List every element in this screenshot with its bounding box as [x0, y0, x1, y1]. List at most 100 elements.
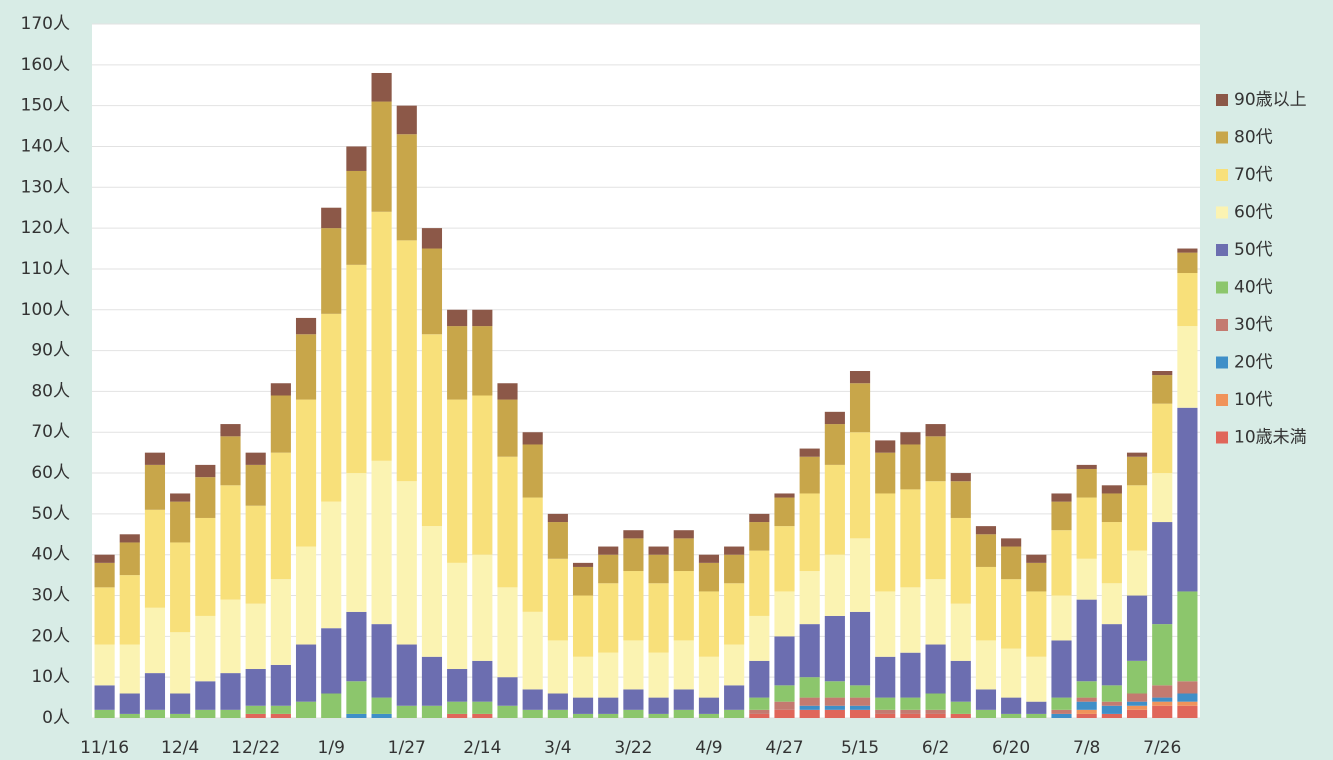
bar-segment — [1152, 473, 1173, 523]
bar-segment — [1051, 713, 1072, 718]
y-tick-label: 90人 — [31, 341, 70, 361]
bar-segment — [1177, 407, 1198, 592]
bar-segment — [421, 705, 443, 718]
bar-segment — [1126, 705, 1148, 710]
bar-segment — [1152, 701, 1173, 706]
legend-swatch — [1216, 281, 1228, 294]
bar-segment — [94, 709, 115, 718]
bar-segment — [270, 664, 291, 706]
bar-segment — [1051, 595, 1072, 641]
bar-segment — [799, 697, 820, 706]
bar-segment — [925, 436, 946, 482]
y-tick-label: 70人 — [31, 422, 70, 442]
bar-segment — [724, 644, 745, 686]
bar-segment — [849, 432, 871, 539]
bar-segment — [1001, 579, 1022, 649]
bar-segment — [1076, 709, 1097, 714]
legend-label: 80代 — [1234, 128, 1273, 148]
bar-segment — [195, 709, 216, 718]
bar-segment — [900, 432, 921, 445]
bar-segment — [849, 705, 871, 710]
bar-segment — [698, 562, 720, 592]
bar-segment — [799, 624, 820, 678]
bar-segment — [774, 709, 795, 718]
bar-segment — [195, 615, 216, 682]
bar-segment — [144, 509, 166, 608]
bar-segment — [220, 485, 241, 600]
bar-segment — [94, 562, 115, 588]
bar-segment — [1101, 685, 1122, 702]
bar-segment — [1152, 371, 1173, 376]
bar-segment — [749, 522, 770, 551]
bar-segment — [472, 660, 493, 702]
bar-segment — [774, 591, 795, 637]
bar-segment — [1126, 550, 1148, 596]
bar-segment — [245, 603, 266, 670]
bar-segment — [572, 713, 594, 718]
bar-segment — [447, 562, 468, 670]
bar-segment — [1076, 713, 1097, 718]
bar-segment — [698, 697, 720, 714]
bar-segment — [648, 697, 669, 714]
bar-segment — [1101, 705, 1122, 714]
legend-swatch — [1216, 431, 1228, 444]
bar-segment — [749, 660, 770, 698]
bar-segment — [1152, 685, 1173, 698]
x-tick-label: 7/8 — [1073, 738, 1100, 758]
bar-segment — [321, 628, 342, 694]
bar-segment — [648, 554, 669, 584]
bar-segment — [749, 709, 770, 714]
bar-segment — [447, 701, 468, 714]
bar-segment — [144, 464, 166, 510]
bar-segment — [1026, 591, 1047, 657]
x-tick-label: 1/27 — [388, 738, 426, 758]
bar-segment — [522, 611, 543, 690]
legend-swatch — [1216, 356, 1228, 369]
bar-segment — [975, 709, 997, 718]
y-tick-label: 140人 — [21, 136, 70, 156]
bar-segment — [472, 326, 493, 396]
bar-segment — [195, 464, 216, 478]
bar-segment — [170, 693, 191, 714]
y-tick-label: 160人 — [21, 55, 70, 75]
bar-segment — [950, 701, 971, 714]
bar-segment — [724, 583, 745, 645]
bar-segment — [421, 248, 443, 335]
bar-segment — [1101, 522, 1122, 584]
bar-segment — [447, 669, 468, 702]
legend-label: 20代 — [1234, 353, 1273, 373]
bar-segment — [900, 489, 921, 588]
bar-segment — [472, 395, 493, 555]
y-tick-label: 10人 — [31, 667, 70, 687]
x-tick-label: 6/20 — [992, 738, 1030, 758]
bar-segment — [1001, 713, 1022, 718]
bar-segment — [1026, 713, 1047, 718]
bar-segment — [295, 317, 317, 335]
legend-label: 10歳未満 — [1234, 428, 1307, 448]
y-tick-label: 40人 — [31, 545, 70, 565]
bar-segment — [799, 705, 820, 710]
bar-segment — [623, 538, 644, 572]
x-tick-label: 7/26 — [1143, 738, 1181, 758]
bar-segment — [598, 713, 619, 718]
bar-segment — [144, 673, 166, 710]
bar-segment — [598, 554, 619, 584]
bar-segment — [1101, 701, 1122, 706]
bar-segment — [925, 424, 946, 437]
y-tick-label: 30人 — [31, 586, 70, 606]
bar-segment — [144, 709, 166, 718]
bar-segment — [1177, 693, 1198, 702]
bar-segment — [950, 713, 971, 718]
bar-segment — [673, 709, 694, 718]
bar-segment — [447, 309, 468, 327]
bar-segment — [849, 371, 871, 384]
bar-segment — [220, 673, 241, 710]
bar-segment — [925, 644, 946, 694]
bar-segment — [1126, 693, 1148, 702]
bar-segment — [1152, 697, 1173, 702]
bar-segment — [673, 530, 694, 539]
bar-segment — [1177, 591, 1198, 682]
bar-segment — [220, 599, 241, 674]
bar-segment — [1001, 697, 1022, 714]
